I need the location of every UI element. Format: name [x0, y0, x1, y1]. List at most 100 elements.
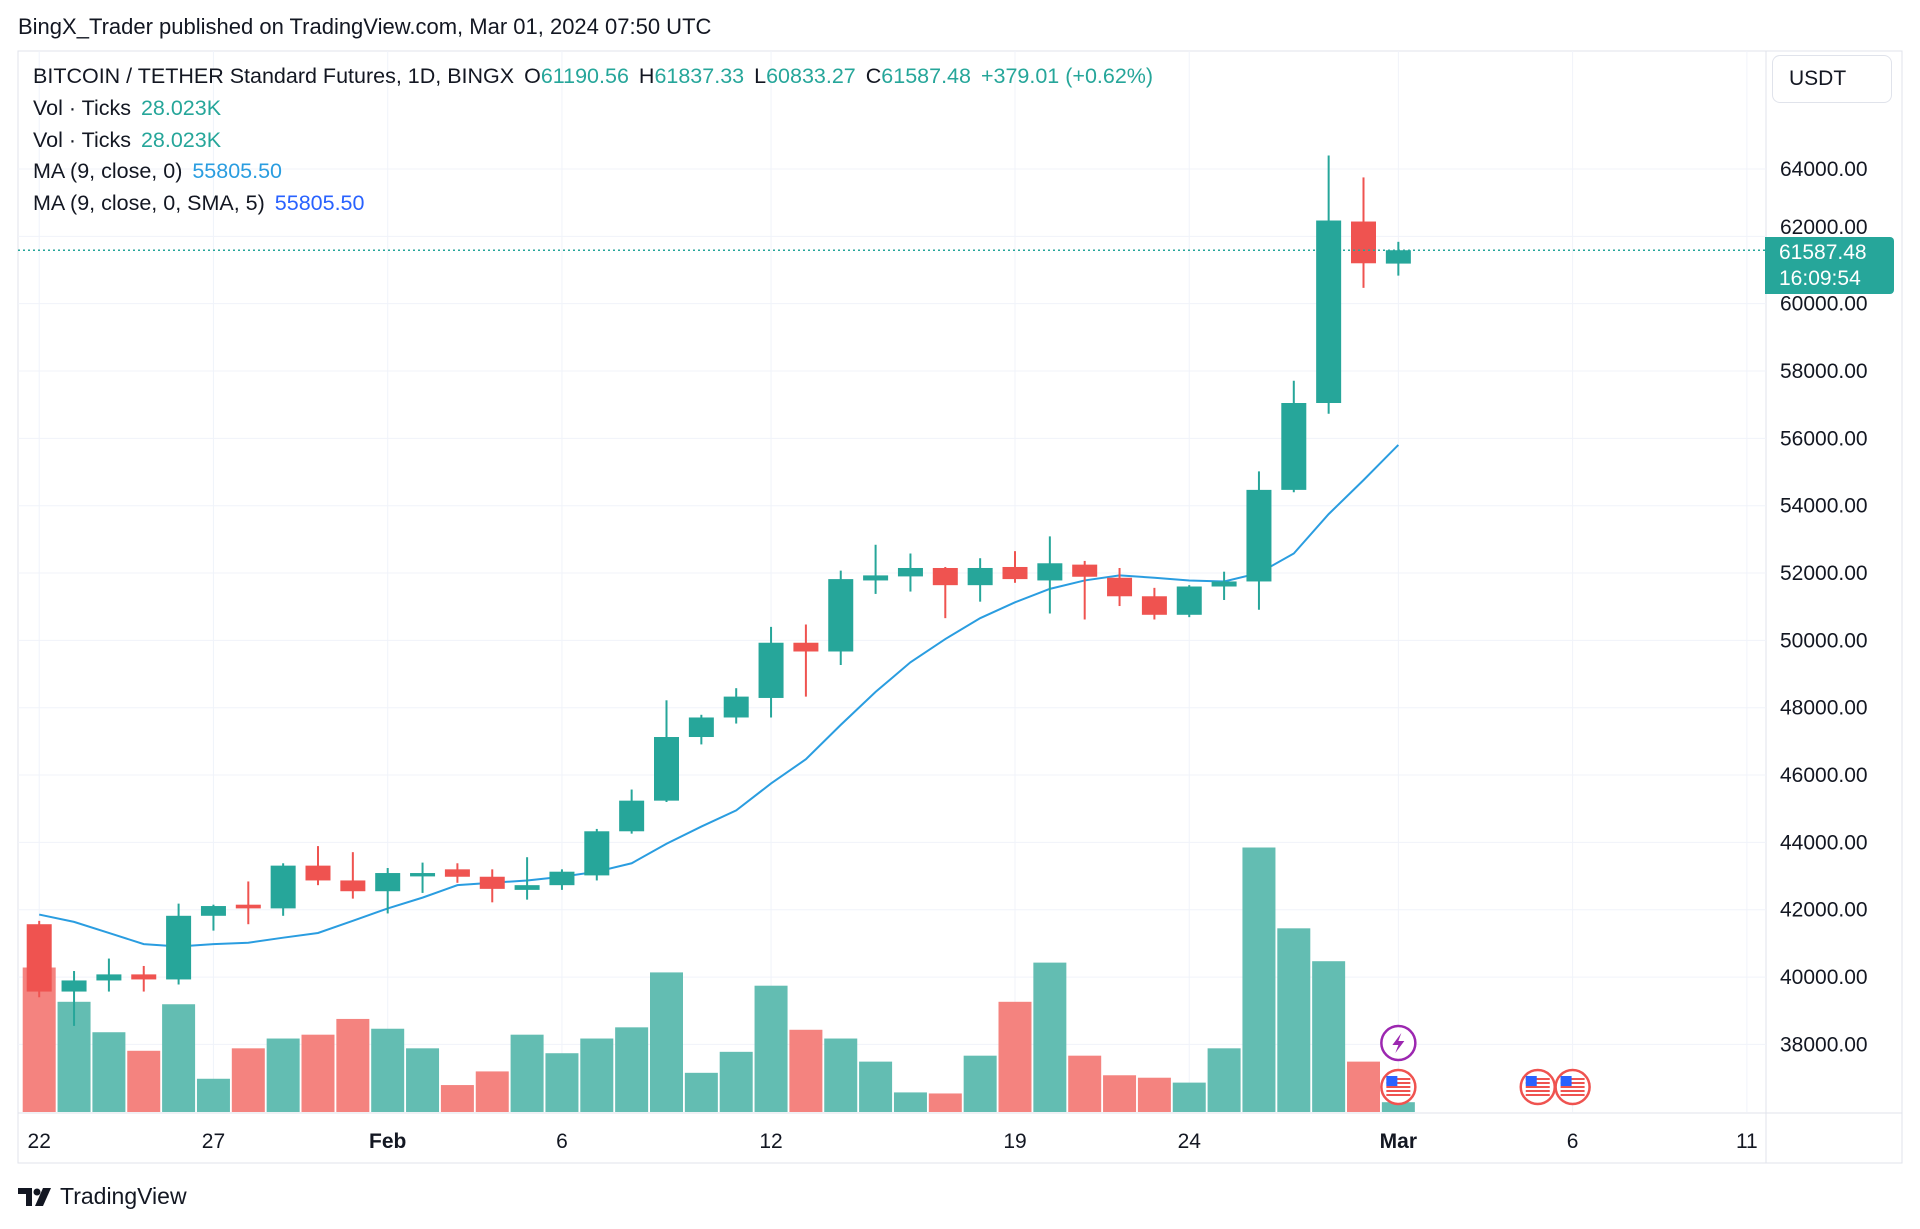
us-flag-stripe	[1560, 1078, 1585, 1080]
candles	[26, 155, 1411, 1026]
legend-ohlc: BITCOIN / TETHER Standard Futures, 1D, B…	[33, 64, 1157, 89]
volume-bar	[162, 1004, 196, 1112]
time-tick-label: Mar	[1380, 1130, 1417, 1153]
volume-bar	[650, 972, 683, 1112]
vol-label: Vol · Ticks	[33, 96, 131, 120]
candle-body	[514, 885, 540, 890]
candle-body	[166, 915, 192, 980]
volume-bar	[963, 1055, 997, 1112]
candle-body	[131, 974, 157, 980]
candle-body	[1281, 403, 1307, 490]
us-flag-stripe	[1386, 1078, 1411, 1080]
us-flag-stripe	[1386, 1090, 1411, 1092]
volume-bar	[336, 1018, 370, 1112]
ma-line	[38, 444, 1400, 948]
vol-value: 28.023K	[140, 96, 222, 120]
price-tick-label: 40000.00	[1780, 966, 1868, 989]
price-axis[interactable]: 38000.00 40000.00 42000.00 44000.00 46000.00…	[1780, 158, 1868, 1056]
volume-bar	[440, 1085, 474, 1112]
candle-body	[654, 737, 679, 801]
candle-body	[688, 717, 714, 738]
change-value: +379.01 (+0.62%)	[980, 64, 1154, 88]
candle-body	[270, 865, 296, 909]
volume-bar	[510, 1034, 544, 1112]
volume-bar	[1033, 962, 1067, 1112]
open-value: 61190.56	[540, 64, 629, 88]
volume-bar	[1068, 1055, 1102, 1112]
candle-body	[723, 696, 749, 718]
volume-bar	[475, 1071, 509, 1112]
volume-bar	[127, 1050, 161, 1112]
candle-body	[828, 579, 854, 652]
us-flag-stripe	[1560, 1082, 1585, 1084]
time-tick-label: 6	[1567, 1130, 1579, 1153]
open-label: O	[524, 64, 541, 88]
time-axis[interactable]: 22 27 Feb 6 12 19 24 Mar 6 11	[28, 1130, 1758, 1153]
candle-body	[932, 567, 958, 586]
ma-label: MA (9, close, 0)	[33, 159, 183, 183]
event-markers[interactable]	[1380, 1024, 1591, 1106]
low-value: 60833.27	[766, 64, 856, 88]
us-flag-canton	[1386, 1076, 1398, 1086]
volume-bar	[893, 1092, 927, 1112]
us-flag-stripe	[1386, 1082, 1411, 1084]
price-tick-label: 64000.00	[1780, 158, 1868, 181]
volume-bar	[371, 1028, 405, 1112]
chart-frame	[17, 50, 1903, 1164]
bar-countdown: 16:09:54	[1779, 267, 1861, 290]
time-tick-label: 12	[759, 1130, 782, 1153]
volume-bar	[1207, 1048, 1241, 1112]
legend-volume-1[interactable]: Vol · Ticks 28.023K	[33, 96, 225, 121]
us-flag-stripe	[1525, 1090, 1550, 1092]
legend-ma-2[interactable]: MA (9, close, 0, SMA, 5) 55805.50	[33, 191, 368, 216]
volume-bar	[928, 1093, 962, 1112]
candle-body	[340, 880, 366, 892]
volume-bar	[545, 1053, 579, 1112]
candle-body	[410, 873, 436, 877]
currency-selector[interactable]: USDT	[1772, 55, 1892, 103]
volume-bar	[1312, 961, 1346, 1112]
candle-body	[1351, 221, 1376, 264]
candle-body	[619, 800, 645, 832]
volume-bars	[22, 847, 1415, 1112]
legend-ma-1[interactable]: MA (9, close, 0) 55805.50	[33, 159, 286, 184]
volume-bar	[1381, 1102, 1415, 1112]
candle-body	[1316, 220, 1342, 404]
volume-bar	[998, 1001, 1032, 1112]
us-flag-stripe	[1560, 1086, 1585, 1088]
us-flag-stripe	[1525, 1086, 1550, 1088]
time-tick-label: Feb	[369, 1130, 406, 1153]
brand-name: TradingView	[60, 1183, 187, 1209]
candle-body	[96, 974, 122, 981]
legend-volume-2[interactable]: Vol · Ticks 28.023K	[33, 128, 225, 153]
candle-body	[897, 567, 923, 577]
volume-bar	[824, 1038, 858, 1112]
ma-label: MA (9, close, 0, SMA, 5)	[33, 191, 265, 215]
candle-body	[1141, 596, 1167, 615]
volume-bar	[859, 1061, 893, 1112]
low-label: L	[754, 64, 767, 88]
candle-body	[793, 642, 819, 652]
candle-body	[863, 575, 889, 581]
tradingview-logo-icon	[18, 1187, 51, 1206]
ma-9-line	[38, 444, 1400, 948]
price-tick-label: 44000.00	[1780, 831, 1868, 854]
time-tick-label: 24	[1178, 1130, 1202, 1153]
volume-bar	[406, 1048, 440, 1112]
candle-body	[375, 873, 401, 892]
us-flag-stripe	[1525, 1078, 1550, 1080]
candle-body	[1176, 586, 1202, 615]
ma-value: 55805.50	[274, 191, 365, 215]
time-tick-label: 6	[556, 1130, 568, 1153]
candle-body	[1072, 564, 1098, 577]
tradingview-logo[interactable]: TradingView	[18, 1183, 187, 1210]
volume-bar	[1277, 928, 1311, 1112]
volume-bar	[301, 1034, 335, 1112]
price-tick-label: 60000.00	[1780, 293, 1868, 316]
us-flag-stripe	[1386, 1094, 1411, 1096]
symbol-title[interactable]: BITCOIN / TETHER Standard Futures, 1D, B…	[33, 64, 515, 88]
price-tick-label: 50000.00	[1780, 629, 1868, 652]
close-label: C	[865, 64, 882, 88]
last-price-label: 61587.48 16:09:54	[1765, 237, 1894, 294]
